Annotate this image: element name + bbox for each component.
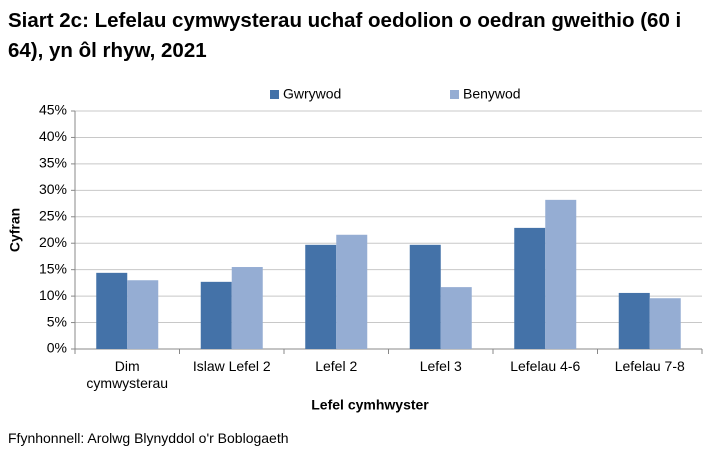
bar [440, 287, 472, 349]
y-tick-label: 40% [39, 128, 67, 144]
x-tick-label: Lefel 2 [315, 358, 358, 374]
bar [231, 267, 263, 349]
y-tick-label: 35% [39, 155, 67, 171]
legend-label: Gwrywod [283, 86, 341, 102]
x-tick-label: Lefel 3 [419, 358, 462, 374]
chart-title: Siart 2c: Lefelau cymwysterau uchaf oedo… [8, 9, 682, 62]
bar [96, 272, 128, 349]
bar [409, 244, 441, 349]
y-tick-label: 30% [39, 181, 67, 197]
legend-swatch [450, 90, 459, 99]
y-tick-label: 15% [39, 260, 67, 276]
bar [514, 227, 546, 349]
y-tick-label: 0% [47, 340, 67, 356]
x-tick-label: Islaw Lefel 2 [192, 358, 271, 374]
bar [305, 244, 337, 349]
legend-label: Benywod [463, 86, 521, 102]
bar [127, 280, 159, 349]
legend-swatch [270, 90, 279, 99]
x-tick-label: Lefelau 4-6 [510, 358, 581, 374]
y-axis-title: Cyfran [7, 208, 23, 252]
bar [545, 199, 577, 349]
x-axis-title: Lefel cymhwyster [311, 397, 429, 413]
x-tick-label: Dim cymwysterau [86, 358, 169, 391]
x-tick-label: Lefelau 7-8 [614, 358, 685, 374]
y-tick-label: 20% [39, 234, 67, 250]
y-tick-label: 45% [39, 102, 67, 118]
bar [649, 298, 681, 349]
y-tick-label: 5% [47, 313, 67, 329]
y-tick-label: 10% [39, 287, 67, 303]
y-tick-label: 25% [39, 207, 67, 223]
source-note: Ffynhonnell: Arolwg Blynyddol o'r Boblog… [8, 430, 289, 446]
bar [336, 234, 368, 349]
bar [200, 281, 232, 349]
bar [618, 292, 650, 349]
